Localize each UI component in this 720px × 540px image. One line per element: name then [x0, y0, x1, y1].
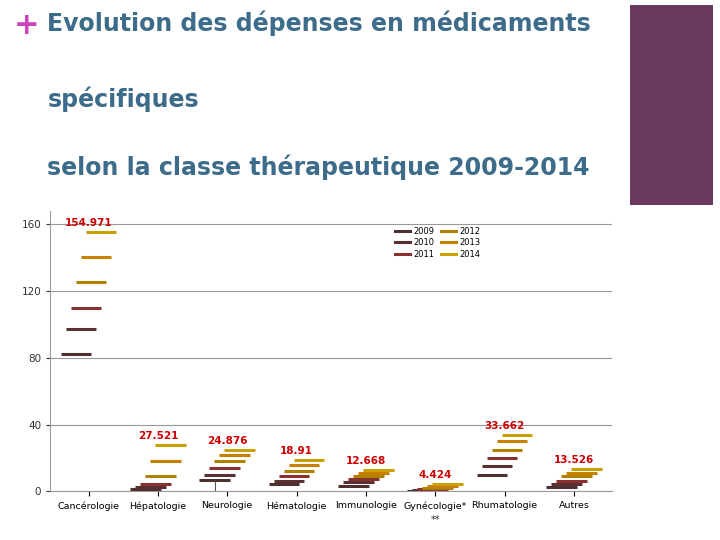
- Text: 18.91: 18.91: [280, 446, 313, 456]
- Text: 27.521: 27.521: [138, 431, 178, 441]
- Text: 154.971: 154.971: [65, 218, 112, 228]
- Text: selon la classe thérapeutique 2009-2014: selon la classe thérapeutique 2009-2014: [48, 154, 590, 180]
- Text: 24.876: 24.876: [207, 436, 248, 446]
- Text: Evolution des dépenses en médicaments: Evolution des dépenses en médicaments: [48, 11, 591, 36]
- Text: **: **: [431, 515, 440, 525]
- Text: 33.662: 33.662: [485, 421, 525, 431]
- Text: +: +: [14, 11, 39, 40]
- Legend: 2009, 2010, 2011, 2012, 2013, 2014: 2009, 2010, 2011, 2012, 2013, 2014: [392, 223, 484, 262]
- Text: spécifiques: spécifiques: [48, 87, 199, 112]
- Text: 4.424: 4.424: [418, 470, 452, 480]
- Text: 13.526: 13.526: [554, 455, 594, 464]
- Text: 12.668: 12.668: [346, 456, 386, 466]
